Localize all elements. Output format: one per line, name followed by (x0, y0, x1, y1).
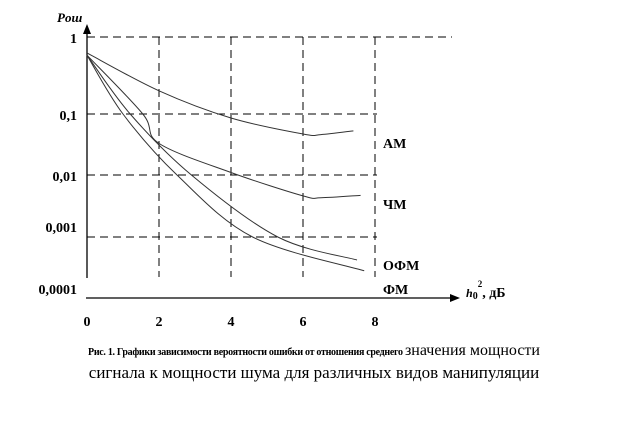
x-axis-label-main: h (466, 286, 473, 300)
curve-АМ (86, 52, 354, 137)
axes (83, 24, 460, 302)
caption-small-text: Рис. 1. Графики зависимости вероятности … (88, 347, 403, 358)
x-axis-arrow (450, 294, 460, 302)
grid-lines (87, 36, 452, 277)
series-label: ФМ (383, 283, 408, 298)
y-tick-label: 0,01 (53, 170, 78, 185)
x-tick-label: 2 (156, 315, 163, 330)
x-axis-label-sub: 0 (473, 291, 478, 302)
curve-ФМ (86, 54, 365, 272)
y-tick-label: 0,001 (46, 221, 78, 236)
x-tick-label: 4 (228, 315, 235, 330)
curve-ЧМ (86, 54, 361, 199)
curve-ОФМ (86, 54, 358, 261)
caption-large-text: значения мощности (404, 342, 540, 359)
y-tick-label: 1 (70, 32, 77, 47)
series-label: АМ (383, 137, 406, 152)
y-axis-label: Pош (57, 10, 82, 25)
x-axis-label-sup: 2 (478, 279, 483, 289)
x-tick-label: 6 (300, 315, 307, 330)
series-label: ЧМ (383, 198, 407, 213)
y-tick-label: 0,0001 (39, 283, 78, 298)
figure-caption-line-2: сигнала к мощности шума для различных ви… (88, 363, 540, 382)
x-axis-label: h02, дБ (466, 279, 506, 302)
series-label: ОФМ (383, 259, 419, 274)
figure-caption-line-1: Рис. 1. Графики зависимости вероятности … (0, 343, 628, 359)
x-axis-label-unit: , дБ (482, 286, 505, 301)
x-tick-label: 8 (372, 315, 379, 330)
y-tick-label: 0,1 (60, 109, 78, 124)
x-tick-label: 0 (84, 315, 91, 330)
y-axis-arrow (83, 24, 91, 34)
